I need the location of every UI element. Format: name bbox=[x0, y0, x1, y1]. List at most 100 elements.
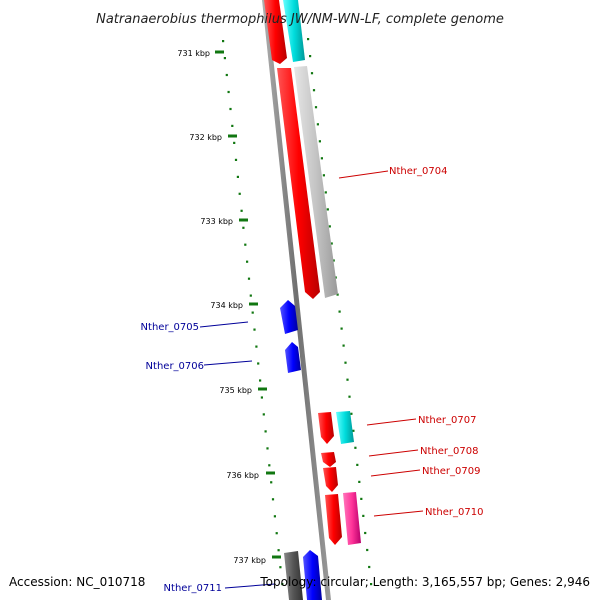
tick-dot bbox=[246, 260, 249, 263]
gene-leaders bbox=[199, 170, 424, 589]
tick-dot bbox=[354, 446, 357, 449]
leader-Nther_0710 bbox=[373, 510, 424, 517]
leader-Nther_0707 bbox=[366, 418, 417, 426]
scale-tick-label: 733 kbp bbox=[200, 217, 233, 226]
tick-dot bbox=[247, 277, 251, 280]
tick-dot bbox=[307, 38, 310, 41]
tick-dot bbox=[227, 90, 230, 94]
gene-Nther_0704-red[interactable] bbox=[277, 68, 320, 299]
tick-dot bbox=[350, 412, 353, 415]
gene-label-Nther_0707[interactable]: Nther_0707 bbox=[418, 415, 476, 426]
tick-dot bbox=[229, 107, 232, 111]
scale-tick-label: 732 kbp bbox=[189, 133, 222, 142]
tick-dot bbox=[309, 55, 312, 58]
tick-dot bbox=[352, 429, 355, 432]
tick-dot bbox=[330, 242, 333, 245]
tick-dot bbox=[242, 226, 245, 229]
tick-dot bbox=[236, 175, 239, 178]
tick-dot bbox=[255, 345, 258, 348]
tick-dot bbox=[338, 310, 341, 313]
tick-dot bbox=[326, 208, 329, 211]
gene-features[interactable] bbox=[264, 0, 361, 600]
gene-label-Nther_0711[interactable]: Nther_0711 bbox=[164, 583, 222, 594]
tick-dot bbox=[332, 259, 335, 262]
tick-dot bbox=[275, 532, 278, 535]
scale-tick-label: 734 kbp bbox=[210, 301, 243, 310]
gene-Nther_0704-grey[interactable] bbox=[294, 66, 338, 298]
tick-dot bbox=[260, 396, 263, 399]
tick-dot bbox=[231, 124, 234, 127]
scale-tick-label: 737 kbp bbox=[233, 556, 266, 565]
tick-dot bbox=[342, 344, 345, 347]
tick-dot bbox=[362, 514, 365, 517]
gene-label-Nther_0710[interactable]: Nther_0710 bbox=[425, 507, 483, 518]
tick-dot bbox=[264, 430, 267, 433]
gene-Nther_0711[interactable] bbox=[303, 550, 322, 600]
tick-dot bbox=[281, 583, 284, 586]
tick-dot bbox=[318, 140, 321, 143]
gene-label-Nther_0704[interactable]: Nther_0704 bbox=[389, 166, 447, 177]
tick-dot bbox=[253, 328, 256, 331]
gene-label-Nther_0708[interactable]: Nther_0708 bbox=[420, 446, 478, 457]
scale-tick-label: 736 kbp bbox=[226, 471, 259, 480]
gene-Nther_0708[interactable] bbox=[321, 452, 336, 467]
leader-Nther_0711 bbox=[224, 583, 276, 589]
tick-dot bbox=[271, 498, 275, 501]
scale-tick-label: 731 kbp bbox=[177, 49, 210, 58]
gene-Nther_0710-red[interactable] bbox=[325, 494, 342, 545]
tick-dot bbox=[238, 192, 241, 195]
tick-dot bbox=[240, 209, 243, 212]
tick-dot bbox=[366, 548, 369, 552]
tick-dot bbox=[249, 294, 252, 297]
tick-dot bbox=[356, 463, 359, 466]
tick-dot bbox=[324, 191, 327, 194]
tick-dot bbox=[322, 174, 325, 177]
tick-dots-right bbox=[307, 38, 373, 586]
tick-dot bbox=[320, 157, 323, 160]
tick-dot bbox=[344, 361, 347, 364]
tick-dot bbox=[251, 311, 254, 314]
leader-Nther_0709 bbox=[370, 469, 421, 477]
gene-label-Nther_0709[interactable]: Nther_0709 bbox=[422, 466, 480, 477]
accession-text: Accession: NC_010718 bbox=[9, 575, 145, 589]
tick-dot bbox=[222, 40, 225, 43]
tick-dot bbox=[360, 497, 363, 500]
gene-labels[interactable]: Nther_0704 Nther_0705 Nther_0706 Nther_0… bbox=[141, 166, 484, 594]
tick-dot bbox=[268, 464, 271, 467]
gene-Nther_0705[interactable] bbox=[280, 300, 298, 334]
gene-Nther_0706[interactable] bbox=[285, 342, 301, 373]
map-title: Natranaerobius thermophilus JW/NM-WN-LF,… bbox=[96, 12, 504, 27]
gene-Nther_0707-red[interactable] bbox=[318, 412, 334, 444]
tick-dot bbox=[234, 158, 238, 161]
leader-Nther_0704 bbox=[338, 170, 389, 179]
tick-dot bbox=[262, 413, 265, 416]
tick-dot bbox=[348, 395, 351, 398]
scale-ticks: 731 kbp 732 kbp 733 kbp 734 kbp 735 kbp … bbox=[177, 49, 281, 565]
tick-dot bbox=[368, 565, 371, 569]
leader-Nther_0708 bbox=[368, 449, 419, 457]
tick-dot bbox=[277, 549, 280, 552]
tick-dot bbox=[358, 480, 361, 483]
tick-dot bbox=[233, 141, 236, 144]
tick-dot bbox=[225, 73, 228, 77]
gene-arrow-top-cyan[interactable] bbox=[283, 0, 305, 62]
gene-Nther_0710-magenta[interactable] bbox=[343, 492, 361, 545]
genome-backbone bbox=[262, 0, 331, 600]
gene-label-Nther_0705[interactable]: Nther_0705 bbox=[141, 322, 199, 333]
tick-dot bbox=[223, 57, 226, 60]
gene-Nther_0709[interactable] bbox=[323, 467, 338, 492]
gene-Nther_0707-cyan[interactable] bbox=[336, 411, 354, 444]
leader-Nther_0706 bbox=[203, 360, 253, 366]
gene-label-Nther_0706[interactable]: Nther_0706 bbox=[146, 361, 204, 372]
gene-arrow-top-red[interactable] bbox=[264, 0, 287, 64]
tick-dot bbox=[370, 583, 373, 586]
gene-bottom-darkgrey[interactable] bbox=[284, 551, 303, 600]
tick-dot bbox=[340, 327, 343, 330]
tick-dot bbox=[244, 243, 247, 246]
tick-dot bbox=[257, 362, 260, 365]
tick-dot bbox=[273, 515, 276, 518]
tick-dot bbox=[346, 378, 349, 381]
tick-dot bbox=[279, 566, 282, 569]
tick-dot bbox=[336, 293, 339, 296]
